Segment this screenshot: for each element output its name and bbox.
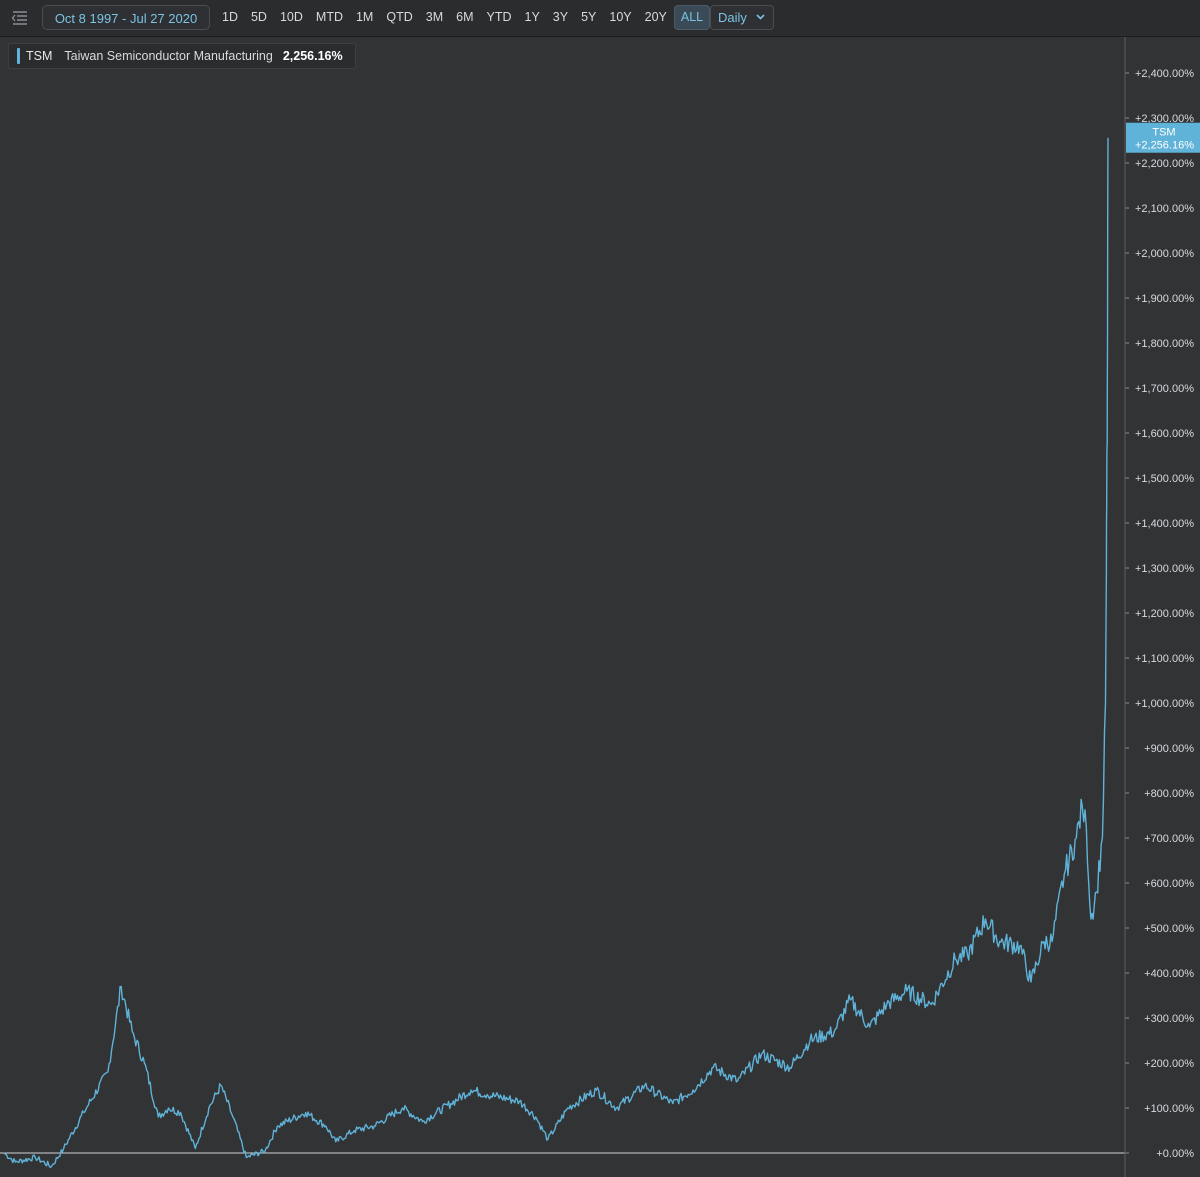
- y-tick-label: +900.00%: [1144, 743, 1194, 755]
- legend-value: 2,256.16%: [282, 49, 343, 63]
- y-tick-label: +1,700.00%: [1135, 383, 1194, 395]
- interval-label: Daily: [718, 10, 747, 25]
- y-tick-label: +2,300.00%: [1135, 113, 1194, 125]
- y-tick-label: +100.00%: [1144, 1103, 1194, 1115]
- legend-swatch: [17, 48, 20, 64]
- y-tick-label: +1,600.00%: [1135, 428, 1194, 440]
- y-tick-label: +800.00%: [1144, 788, 1194, 800]
- y-tick-label: +1,100.00%: [1135, 653, 1194, 665]
- y-tick-label: +1,300.00%: [1135, 563, 1194, 575]
- range-button-1m[interactable]: 1M: [355, 10, 374, 24]
- range-button-5d[interactable]: 5D: [250, 10, 267, 24]
- y-tick-label: +1,500.00%: [1135, 473, 1194, 485]
- legend-name: Taiwan Semiconductor Manufacturing: [64, 49, 273, 63]
- range-button-5y[interactable]: 5Y: [581, 10, 597, 24]
- menu-icon[interactable]: [10, 8, 30, 28]
- chevron-down-icon: [756, 14, 765, 20]
- toolbar: Oct 8 1997 - Jul 27 2020 1D 5D 10D MTD 1…: [0, 0, 1200, 37]
- range-button-3m[interactable]: 3M: [425, 10, 444, 24]
- range-button-20y[interactable]: 20Y: [644, 10, 667, 24]
- range-button-mtd[interactable]: MTD: [315, 10, 343, 24]
- y-tick-label: +500.00%: [1144, 923, 1194, 935]
- y-tick-label: +1,000.00%: [1135, 698, 1194, 710]
- series-line-tsm[interactable]: [3, 137, 1109, 1169]
- y-tick-label: +2,400.00%: [1135, 68, 1194, 80]
- y-tick-label: +0.00%: [1156, 1148, 1194, 1160]
- range-button-ytd[interactable]: YTD: [486, 10, 512, 24]
- series-legend[interactable]: TSM Taiwan Semiconductor Manufacturing 2…: [8, 43, 356, 69]
- last-value-tag-symbol: TSM: [1152, 127, 1175, 139]
- y-tick-label: +2,100.00%: [1135, 203, 1194, 215]
- range-button-10y[interactable]: 10Y: [609, 10, 632, 24]
- interval-dropdown[interactable]: Daily: [710, 5, 774, 30]
- legend-symbol: TSM: [26, 49, 53, 63]
- y-tick-label: +1,800.00%: [1135, 338, 1194, 350]
- range-button-6m[interactable]: 6M: [456, 10, 474, 24]
- range-button-1y[interactable]: 1Y: [524, 10, 540, 24]
- range-button-3y[interactable]: 3Y: [552, 10, 569, 24]
- y-axis: +0.00% +100.00% +200.00% +300.00% +400.00% +5…: [1125, 68, 1194, 1160]
- y-tick-label: +2,200.00%: [1135, 158, 1194, 170]
- date-range-button[interactable]: Oct 8 1997 - Jul 27 2020: [42, 5, 210, 30]
- y-tick-label: +2,000.00%: [1135, 248, 1194, 260]
- y-tick-label: +1,200.00%: [1135, 608, 1194, 620]
- y-tick-label: +400.00%: [1144, 968, 1194, 980]
- y-tick-label: +1,900.00%: [1135, 293, 1194, 305]
- y-tick-label: +200.00%: [1144, 1058, 1194, 1070]
- range-button-all[interactable]: ALL: [673, 5, 711, 30]
- range-button-10d[interactable]: 10D: [279, 10, 303, 24]
- range-button-group: 1D 5D 10D MTD 1M QTD 3M 6M YTD 1Y 3Y 5Y …: [216, 5, 711, 30]
- y-tick-label: +300.00%: [1144, 1013, 1194, 1025]
- y-tick-label: +1,400.00%: [1135, 518, 1194, 530]
- last-value-tag-value: +2,256.16%: [1135, 140, 1194, 152]
- last-value-tag: TSM+2,256.16%: [1126, 122, 1200, 153]
- y-tick-label: +600.00%: [1144, 878, 1194, 890]
- line-chart[interactable]: +0.00% +100.00% +200.00% +300.00% +400.00% +5…: [0, 37, 1200, 1177]
- range-button-1d[interactable]: 1D: [222, 10, 238, 24]
- last-value-tag-box: [1126, 122, 1200, 153]
- range-button-qtd[interactable]: QTD: [386, 10, 413, 24]
- y-tick-label: +700.00%: [1144, 833, 1194, 845]
